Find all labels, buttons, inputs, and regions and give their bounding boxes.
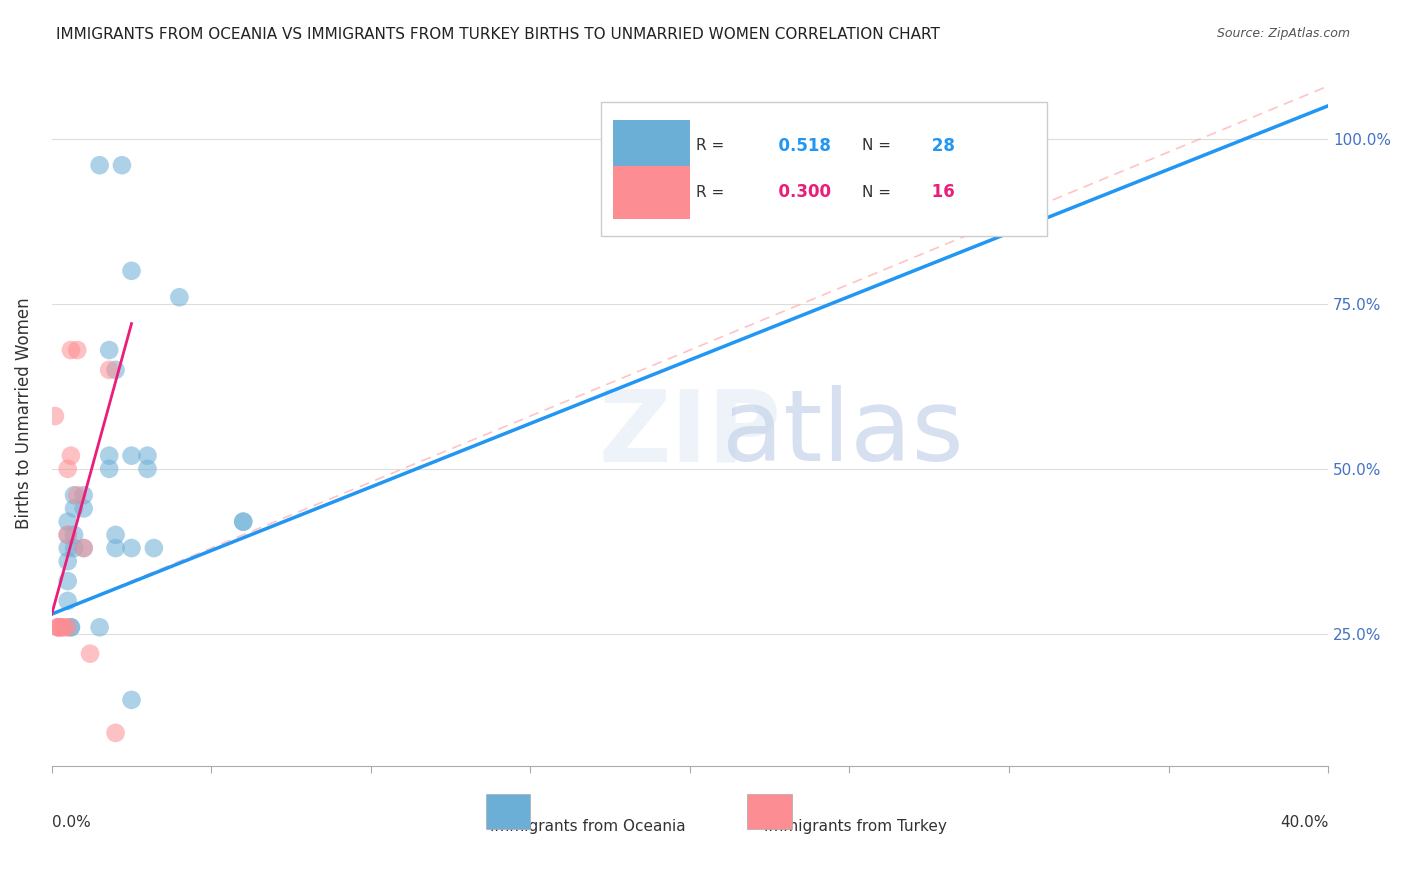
FancyBboxPatch shape (485, 794, 530, 830)
Point (98, 462, 121, 476)
Point (46, 620, 69, 634)
Point (73, 488, 96, 502)
Text: 0.300: 0.300 (766, 184, 831, 202)
Point (104, 541, 127, 555)
Point (89, 620, 111, 634)
Text: atlas: atlas (723, 385, 965, 483)
Text: Immigrants from Turkey: Immigrants from Turkey (765, 819, 948, 834)
Point (121, 693, 143, 707)
Text: 16: 16 (927, 184, 955, 202)
FancyBboxPatch shape (748, 794, 792, 830)
Point (998, 211, 1021, 225)
Text: R =: R = (696, 138, 724, 153)
Point (56, 554, 79, 568)
Point (59, 620, 82, 634)
Point (56, 528, 79, 542)
Point (56, 462, 79, 476)
Point (73, 541, 96, 555)
Point (66, 488, 89, 502)
Point (111, 158, 134, 172)
Point (51, 620, 73, 634)
Point (56, 594, 79, 608)
Point (142, 541, 165, 555)
Point (63, 501, 86, 516)
Point (59, 343, 82, 357)
Point (73, 541, 96, 555)
Point (73, 501, 96, 516)
Text: 0.518: 0.518 (766, 136, 831, 155)
FancyBboxPatch shape (600, 102, 1047, 236)
Point (232, 515, 254, 529)
Point (56, 528, 79, 542)
Text: 40.0%: 40.0% (1279, 815, 1329, 830)
Text: 0.0%: 0.0% (52, 815, 90, 830)
Text: Immigrants from Oceania: Immigrants from Oceania (491, 819, 686, 834)
Text: R =: R = (696, 185, 724, 200)
Point (232, 515, 254, 529)
Text: 28: 28 (927, 136, 955, 155)
Point (56, 541, 79, 555)
Point (136, 462, 159, 476)
Point (98, 449, 121, 463)
Point (169, 290, 191, 304)
FancyBboxPatch shape (613, 120, 690, 173)
Point (63, 488, 86, 502)
Point (51, 620, 73, 634)
Point (121, 264, 143, 278)
Text: ZIP: ZIP (599, 385, 782, 483)
Point (59, 449, 82, 463)
Point (89, 158, 111, 172)
FancyBboxPatch shape (613, 166, 690, 219)
Point (121, 541, 143, 555)
Point (63, 528, 86, 542)
Point (56, 574, 79, 588)
Point (53, 620, 76, 634)
Point (98, 343, 121, 357)
Point (104, 363, 127, 377)
Point (46, 620, 69, 634)
Point (56, 515, 79, 529)
Point (56, 620, 79, 634)
Text: IMMIGRANTS FROM OCEANIA VS IMMIGRANTS FROM TURKEY BIRTHS TO UNMARRIED WOMEN CORR: IMMIGRANTS FROM OCEANIA VS IMMIGRANTS FR… (56, 27, 941, 42)
Point (59, 620, 82, 634)
Text: N =: N = (862, 138, 891, 153)
Point (46, 620, 69, 634)
Point (98, 363, 121, 377)
Point (79, 647, 101, 661)
Point (104, 726, 127, 740)
Point (136, 449, 159, 463)
Point (121, 449, 143, 463)
Point (66, 343, 89, 357)
Point (104, 528, 127, 542)
Point (44, 409, 66, 423)
Text: N =: N = (862, 185, 891, 200)
Text: Source: ZipAtlas.com: Source: ZipAtlas.com (1216, 27, 1350, 40)
Y-axis label: Births to Unmarried Women: Births to Unmarried Women (15, 297, 32, 529)
Point (63, 541, 86, 555)
